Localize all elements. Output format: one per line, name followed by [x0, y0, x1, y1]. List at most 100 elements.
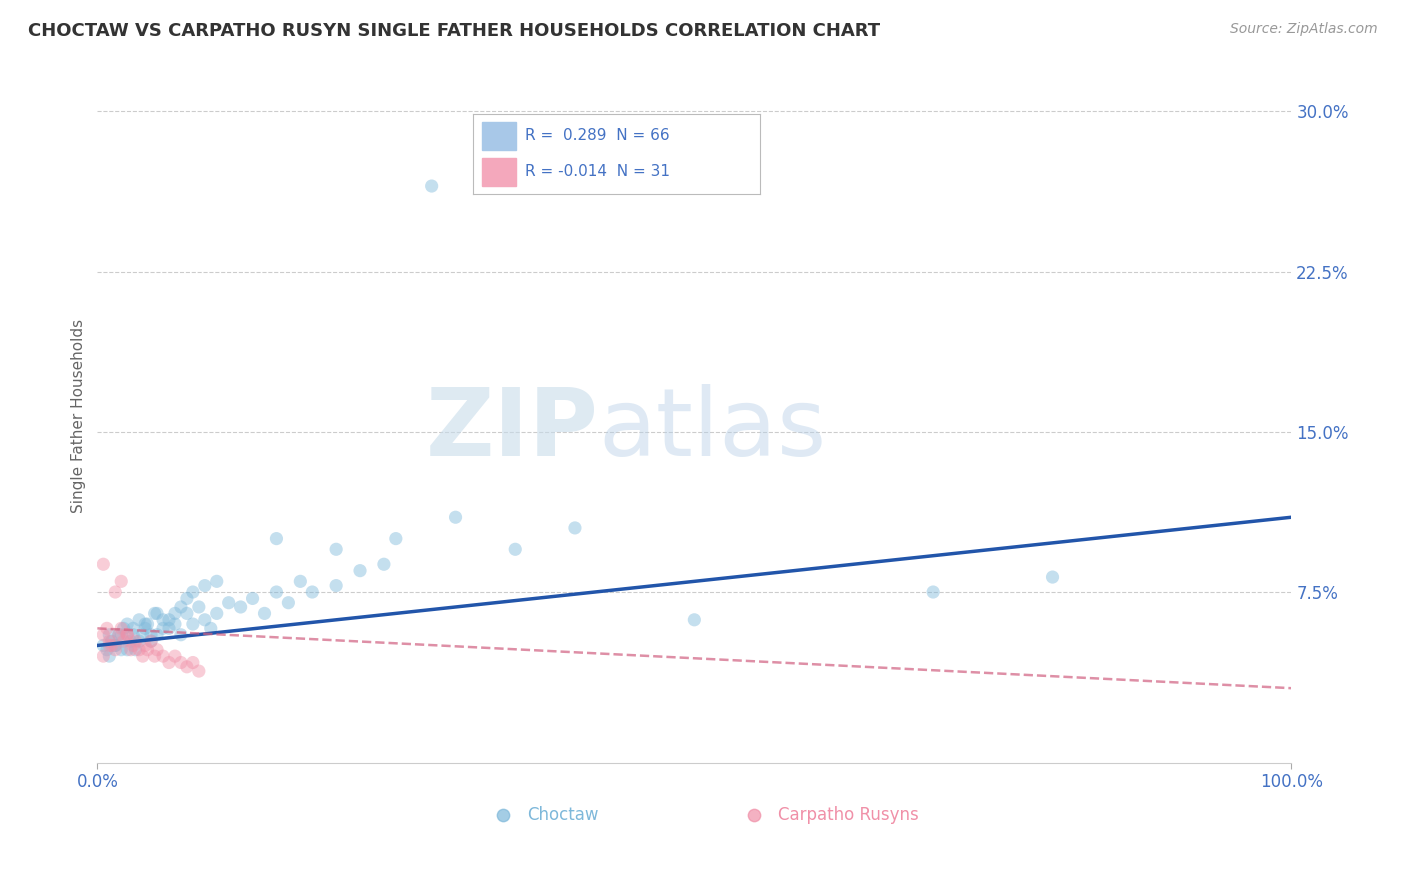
Point	[266, 532, 288, 546]
Point	[110, 621, 132, 635]
Point	[112, 621, 135, 635]
Point	[163, 607, 186, 621]
Point	[112, 634, 135, 648]
Point	[122, 621, 145, 635]
Point	[110, 574, 132, 589]
Point	[122, 628, 145, 642]
Point	[100, 634, 122, 648]
Point	[115, 628, 138, 642]
Point	[120, 634, 142, 648]
Point	[266, 585, 288, 599]
Point	[349, 564, 371, 578]
Point	[205, 607, 228, 621]
Text: CHOCTAW VS CARPATHO RUSYN SINGLE FATHER HOUSEHOLDS CORRELATION CHART: CHOCTAW VS CARPATHO RUSYN SINGLE FATHER …	[28, 22, 880, 40]
Point	[564, 521, 586, 535]
Point	[146, 628, 169, 642]
Point	[122, 639, 145, 653]
Point	[146, 607, 169, 621]
Point	[157, 656, 180, 670]
Text: Choctaw: Choctaw	[527, 806, 599, 824]
Point	[128, 613, 150, 627]
Point	[181, 585, 204, 599]
Text: Source: ZipAtlas.com: Source: ZipAtlas.com	[1230, 22, 1378, 37]
Point	[163, 617, 186, 632]
Point	[136, 617, 159, 632]
Point	[132, 628, 155, 642]
Point	[253, 607, 276, 621]
Point	[152, 621, 174, 635]
Point	[181, 656, 204, 670]
Point	[170, 599, 193, 614]
Point	[108, 628, 131, 642]
Point	[139, 634, 162, 648]
Point	[152, 613, 174, 627]
Point	[115, 617, 138, 632]
Point	[96, 642, 118, 657]
Point	[385, 532, 408, 546]
Point	[229, 599, 252, 614]
Point	[91, 558, 114, 572]
Point	[115, 628, 138, 642]
Point	[1042, 570, 1064, 584]
Point	[139, 634, 162, 648]
Text: Carpatho Rusyns: Carpatho Rusyns	[778, 806, 918, 824]
Point	[194, 579, 217, 593]
Point	[124, 634, 146, 648]
Point	[91, 628, 114, 642]
Point	[301, 585, 323, 599]
Point	[176, 591, 198, 606]
Point	[163, 649, 186, 664]
Point	[176, 660, 198, 674]
Point	[115, 642, 138, 657]
Point	[373, 558, 395, 572]
Point	[325, 579, 347, 593]
Point	[120, 642, 142, 657]
Point	[96, 621, 118, 635]
Point	[187, 599, 209, 614]
Point	[683, 613, 706, 627]
Point	[98, 628, 121, 642]
Point	[444, 510, 467, 524]
Point	[110, 628, 132, 642]
Point	[134, 617, 156, 632]
Point	[134, 621, 156, 635]
Point	[98, 639, 121, 653]
Point	[205, 574, 228, 589]
Point	[91, 639, 114, 653]
Point	[143, 607, 166, 621]
Point	[139, 628, 162, 642]
Point	[110, 642, 132, 657]
Point	[98, 634, 121, 648]
Point	[157, 621, 180, 635]
Point	[104, 585, 127, 599]
Text: atlas: atlas	[599, 384, 827, 475]
Point	[242, 591, 264, 606]
Point	[100, 639, 122, 653]
Point	[922, 585, 945, 599]
Point	[420, 179, 443, 194]
Point	[146, 642, 169, 657]
Point	[124, 642, 146, 657]
Point	[194, 613, 217, 627]
Y-axis label: Single Father Households: Single Father Households	[72, 318, 86, 513]
Point	[176, 607, 198, 621]
Point	[200, 621, 222, 635]
Point	[132, 649, 155, 664]
Point	[170, 656, 193, 670]
Point	[503, 542, 526, 557]
Point	[98, 649, 121, 664]
Point	[181, 617, 204, 632]
Point	[143, 649, 166, 664]
Point	[104, 639, 127, 653]
Point	[290, 574, 312, 589]
Point	[157, 613, 180, 627]
Point	[134, 639, 156, 653]
Point	[170, 628, 193, 642]
Point	[104, 642, 127, 657]
Point	[136, 642, 159, 657]
Point	[218, 596, 240, 610]
Point	[325, 542, 347, 557]
Point	[128, 634, 150, 648]
Point	[91, 649, 114, 664]
Point	[108, 628, 131, 642]
